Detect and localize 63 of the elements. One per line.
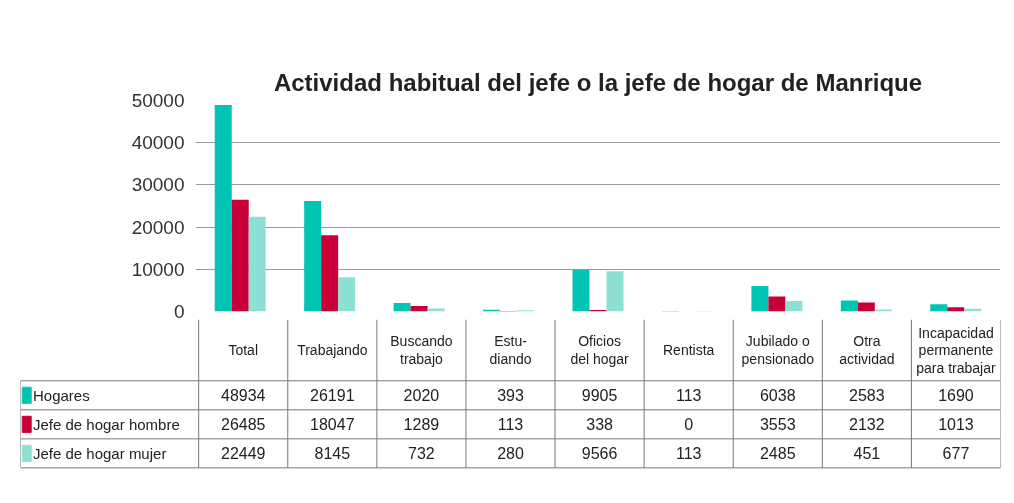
y-tick-label: 50000 <box>131 90 185 111</box>
data-label: 393 <box>497 387 524 405</box>
x-tick-label: Total <box>228 342 259 359</box>
x-tick-label: Oficios del hogar <box>570 333 630 367</box>
data-label: 18047 <box>310 416 355 434</box>
data-label: 48934 <box>220 387 266 405</box>
data-label: 113 <box>675 445 702 463</box>
x-tick-label: Trabajando <box>297 342 368 359</box>
bar <box>338 277 356 312</box>
y-tick-label: 20000 <box>131 216 185 238</box>
bar <box>248 216 266 312</box>
bar <box>393 302 411 312</box>
data-label: 2583 <box>849 387 885 405</box>
legend-label: Hogares <box>32 386 90 404</box>
x-tick-label: Jubilado o pensionado <box>741 333 815 367</box>
bar <box>214 105 232 312</box>
bar <box>321 235 339 312</box>
data-label: 3553 <box>759 416 796 434</box>
data-label: 113 <box>497 416 524 434</box>
x-tick-label: Buscando trabajo <box>390 333 453 367</box>
x-tick-label: Estu- diando <box>489 333 532 367</box>
data-label: 0 <box>684 416 694 434</box>
data-label: 338 <box>586 416 614 434</box>
bar <box>427 308 445 312</box>
x-tick-label: Otra actividad <box>839 333 895 367</box>
legend-label: Jefe de hogar mujer <box>32 444 167 462</box>
data-label: 2020 <box>403 387 440 405</box>
data-label: 2132 <box>849 416 885 434</box>
bar <box>606 271 624 312</box>
y-tick-label: 0 <box>173 301 185 322</box>
data-label: 6038 <box>759 387 796 405</box>
legend-label: Jefe de hogar hombre <box>32 415 180 433</box>
data-label: 1690 <box>938 387 974 405</box>
bar <box>840 300 858 312</box>
data-label: 26191 <box>310 387 355 405</box>
data-label: 732 <box>408 445 435 463</box>
data-label: 113 <box>675 387 702 405</box>
x-tick-label: Rentista <box>663 342 715 359</box>
bar <box>785 301 803 312</box>
bar <box>572 269 590 312</box>
chart-title: Actividad habitual del jefe o la jefe de hogar de Manrique <box>273 68 923 96</box>
bar <box>751 286 769 312</box>
data-label: 9566 <box>581 445 618 463</box>
data-label: 2485 <box>759 445 796 463</box>
data-label: 22449 <box>220 445 266 463</box>
bar <box>231 199 249 312</box>
data-label: 451 <box>853 445 881 463</box>
bar <box>930 304 948 312</box>
data-label: 1013 <box>938 416 974 434</box>
bar <box>947 307 965 312</box>
bar <box>304 200 322 312</box>
data-label: 26485 <box>220 416 266 434</box>
x-tick-label: Incapacidad permanente para trabajar <box>916 324 996 376</box>
data-label: 9905 <box>581 387 618 405</box>
y-tick-label: 30000 <box>131 174 185 196</box>
data-label: 8145 <box>314 445 351 463</box>
data-label: 280 <box>497 445 524 463</box>
bar <box>410 306 428 312</box>
y-tick-label: 10000 <box>131 258 185 280</box>
data-label: 677 <box>942 445 970 463</box>
bar <box>768 296 786 312</box>
y-tick-label: 40000 <box>131 132 185 154</box>
data-label: 1289 <box>403 416 440 434</box>
